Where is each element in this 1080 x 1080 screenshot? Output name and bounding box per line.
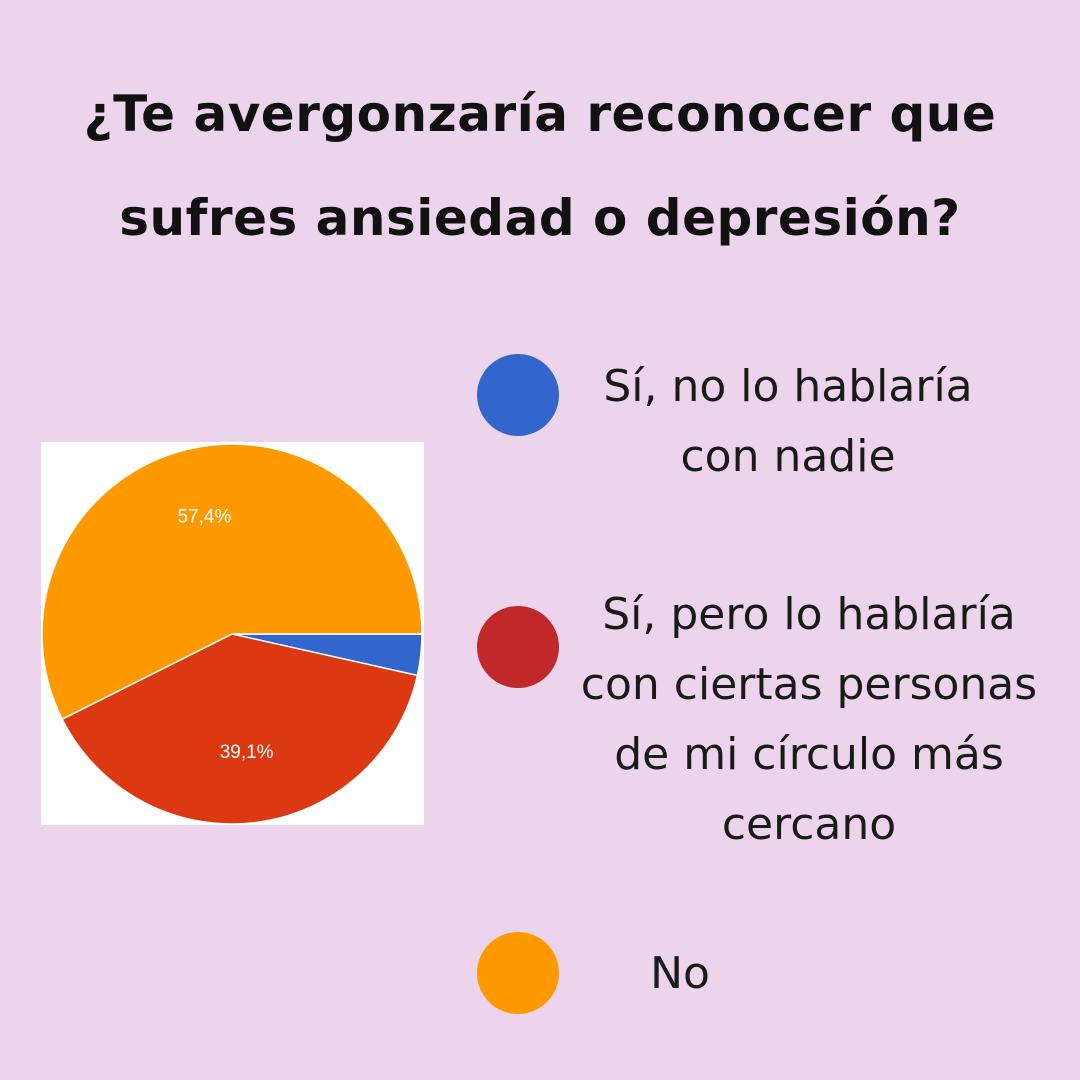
legend-swatch-blue xyxy=(477,354,559,436)
legend-label-si-nadie: Sí, no lo hablaría con nadie xyxy=(603,361,973,482)
pie-chart-panel: 39,1% 57,4% xyxy=(41,442,424,825)
pie-slice-2 xyxy=(41,443,423,721)
pie-data-label-2: 57,4% xyxy=(177,507,231,528)
page-title: ¿Te avergonzaría reconocer que sufres an… xyxy=(0,62,1080,270)
title-line-1: ¿Te avergonzaría reconocer que xyxy=(83,85,997,143)
pie-chart: 39,1% 57,4% xyxy=(41,443,423,825)
legend-swatch-orange xyxy=(477,932,559,1014)
title-line-2: sufres ansiedad o depresión? xyxy=(119,189,961,247)
legend-label-no: No xyxy=(650,948,710,999)
pie-slice-1 xyxy=(61,633,419,825)
legend-swatch-red xyxy=(477,606,559,688)
legend-label-si-ciertas: Sí, pero lo hablaría con ciertas persona… xyxy=(580,589,1038,850)
pie-data-label-1: 39,1% xyxy=(220,742,274,763)
